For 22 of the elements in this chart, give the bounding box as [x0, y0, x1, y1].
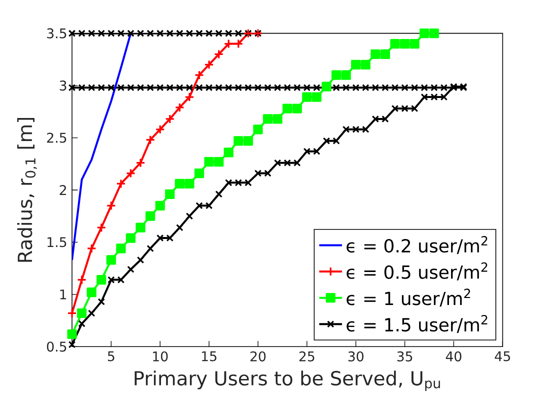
y-tick-label: 2.5 [47, 132, 66, 143]
y-tick-label: 1 [60, 290, 66, 300]
x-tick-label: 15 [202, 351, 216, 362]
x-tick-label: 25 [299, 351, 314, 362]
y-tick-label: 2 [60, 185, 66, 195]
x-axis-title: Primary Users to be Served, U$_{pu}$ [134, 370, 440, 391]
y-tick-label: 3 [60, 80, 66, 91]
x-tick-label: 10 [153, 351, 168, 362]
y-tick-label: 3.5 [47, 28, 66, 38]
legend-label: ϵ = 0.5 user/m$^{2}$ [346, 262, 488, 280]
legend-label: ϵ = 1.5 user/m$^{2}$ [346, 314, 488, 333]
y-axis-title: Radius, r$_{0,1}$ [m] [17, 118, 37, 262]
y-tick-label: 0.5 [46, 342, 66, 352]
y-tick-label: 1.5 [48, 237, 66, 248]
x-tick-label: 20 [250, 351, 266, 362]
legend-label: ϵ = 1 user/m$^{2}$ [346, 288, 470, 307]
x-tick-label: 5 [108, 351, 114, 362]
legend-label: ϵ = 0.2 user/m$^{2}$ [346, 236, 488, 254]
x-tick-label: 30 [348, 351, 364, 362]
x-tick-label: 45 [494, 351, 510, 362]
x-tick-label: 35 [397, 351, 412, 362]
x-tick-label: 40 [446, 351, 462, 362]
